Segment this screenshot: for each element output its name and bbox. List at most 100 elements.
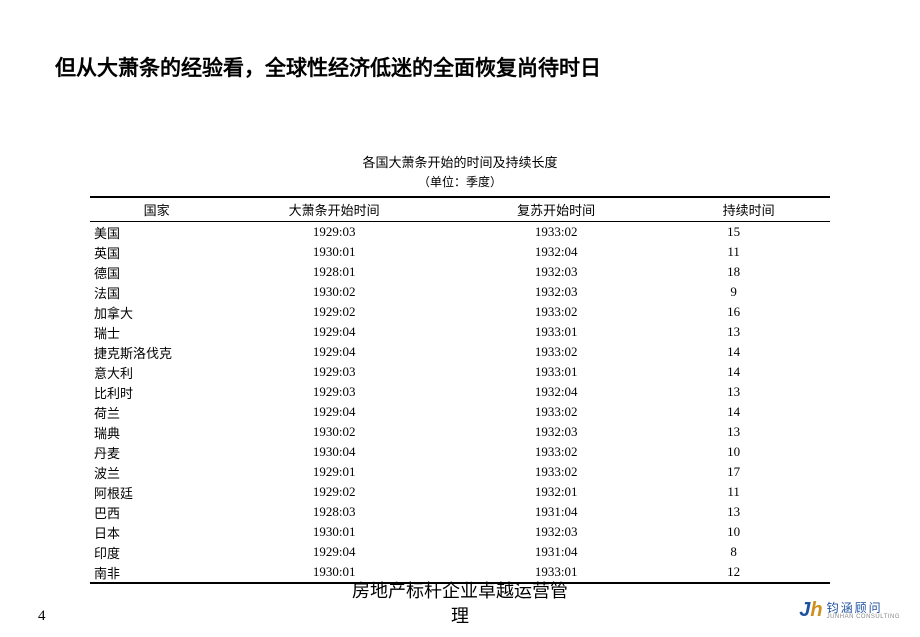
cell-country: 瑞士: [90, 322, 223, 342]
cell-country: 阿根廷: [90, 482, 223, 502]
cell-country: 加拿大: [90, 302, 223, 322]
cell-start: 1930:01: [223, 522, 445, 542]
table-row: 日本1930:011932:0310: [90, 522, 830, 542]
depression-table: 国家 大萧条开始时间 复苏开始时间 持续时间 美国1929:031933:021…: [90, 196, 830, 584]
cell-start: 1929:03: [223, 222, 445, 243]
cell-country: 巴西: [90, 502, 223, 522]
cell-recover: 1933:02: [445, 442, 667, 462]
cell-recover: 1932:04: [445, 242, 667, 262]
cell-start: 1929:04: [223, 542, 445, 562]
table-row: 巴西1928:031931:0413: [90, 502, 830, 522]
cell-country: 美国: [90, 222, 223, 243]
cell-recover: 1932:03: [445, 262, 667, 282]
cell-country: 印度: [90, 542, 223, 562]
cell-duration: 14: [667, 362, 830, 382]
table-row: 印度1929:041931:048: [90, 542, 830, 562]
cell-duration: 13: [667, 322, 830, 342]
company-logo: Jh 钧涵顾问 JUNHAN CONSULTING: [799, 599, 900, 622]
depression-table-container: 各国大萧条开始的时间及持续长度 （单位：季度） 国家 大萧条开始时间 复苏开始时…: [90, 152, 830, 584]
cell-recover: 1931:04: [445, 542, 667, 562]
table-row: 捷克斯洛伐克1929:041933:0214: [90, 342, 830, 362]
logo-mark: Jh: [799, 599, 822, 622]
cell-duration: 13: [667, 422, 830, 442]
cell-country: 意大利: [90, 362, 223, 382]
cell-start: 1928:01: [223, 262, 445, 282]
cell-recover: 1932:03: [445, 522, 667, 542]
table-header-row: 国家 大萧条开始时间 复苏开始时间 持续时间: [90, 197, 830, 222]
table-row: 英国1930:011932:0411: [90, 242, 830, 262]
logo-h: h: [810, 599, 822, 621]
cell-duration: 15: [667, 222, 830, 243]
cell-country: 比利时: [90, 382, 223, 402]
table-row: 加拿大1929:021933:0216: [90, 302, 830, 322]
cell-duration: 9: [667, 282, 830, 302]
footer-title: 房地产标杆企业卓越运营管 理: [0, 579, 920, 629]
cell-start: 1930:02: [223, 422, 445, 442]
cell-duration: 11: [667, 482, 830, 502]
cell-duration: 14: [667, 402, 830, 422]
cell-start: 1930:04: [223, 442, 445, 462]
cell-recover: 1933:02: [445, 342, 667, 362]
cell-start: 1929:02: [223, 302, 445, 322]
cell-country: 日本: [90, 522, 223, 542]
cell-recover: 1932:01: [445, 482, 667, 502]
cell-start: 1929:03: [223, 382, 445, 402]
table-row: 比利时1929:031932:0413: [90, 382, 830, 402]
cell-start: 1929:04: [223, 342, 445, 362]
cell-start: 1929:02: [223, 482, 445, 502]
cell-duration: 11: [667, 242, 830, 262]
table-body: 美国1929:031933:0215英国1930:011932:0411德国19…: [90, 222, 830, 584]
cell-duration: 16: [667, 302, 830, 322]
table-title: 各国大萧条开始的时间及持续长度: [90, 152, 830, 171]
cell-recover: 1933:02: [445, 402, 667, 422]
cell-country: 法国: [90, 282, 223, 302]
table-row: 波兰1929:011933:0217: [90, 462, 830, 482]
footer-line1: 房地产标杆企业卓越运营管: [352, 581, 568, 601]
slide-title: 但从大萧条的经验看，全球性经济低迷的全面恢复尚待时日: [55, 52, 601, 82]
col-recover: 复苏开始时间: [445, 197, 667, 222]
cell-recover: 1933:02: [445, 462, 667, 482]
table-row: 丹麦1930:041933:0210: [90, 442, 830, 462]
table-unit: （单位：季度）: [90, 173, 830, 190]
cell-recover: 1933:02: [445, 302, 667, 322]
cell-start: 1930:02: [223, 282, 445, 302]
logo-j: J: [799, 599, 810, 621]
cell-country: 波兰: [90, 462, 223, 482]
col-country: 国家: [90, 197, 223, 222]
cell-duration: 18: [667, 262, 830, 282]
logo-text: 钧涵顾问 JUNHAN CONSULTING: [827, 602, 900, 620]
cell-start: 1929:04: [223, 322, 445, 342]
cell-country: 荷兰: [90, 402, 223, 422]
cell-country: 英国: [90, 242, 223, 262]
table-row: 美国1929:031933:0215: [90, 222, 830, 243]
cell-start: 1929:04: [223, 402, 445, 422]
cell-start: 1928:03: [223, 502, 445, 522]
table-row: 阿根廷1929:021932:0111: [90, 482, 830, 502]
table-row: 德国1928:011932:0318: [90, 262, 830, 282]
cell-country: 丹麦: [90, 442, 223, 462]
cell-start: 1929:01: [223, 462, 445, 482]
cell-recover: 1932:03: [445, 422, 667, 442]
logo-cn: 钧涵顾问: [827, 602, 900, 614]
cell-duration: 17: [667, 462, 830, 482]
cell-duration: 13: [667, 502, 830, 522]
table-row: 法国1930:021932:039: [90, 282, 830, 302]
cell-recover: 1933:01: [445, 362, 667, 382]
cell-country: 瑞典: [90, 422, 223, 442]
logo-en: JUNHAN CONSULTING: [827, 614, 900, 620]
col-duration: 持续时间: [667, 197, 830, 222]
cell-duration: 13: [667, 382, 830, 402]
page-number: 4: [38, 608, 46, 625]
footer-line2: 理: [451, 606, 469, 626]
col-start: 大萧条开始时间: [223, 197, 445, 222]
table-row: 意大利1929:031933:0114: [90, 362, 830, 382]
cell-duration: 10: [667, 522, 830, 542]
cell-duration: 8: [667, 542, 830, 562]
cell-start: 1929:03: [223, 362, 445, 382]
cell-duration: 10: [667, 442, 830, 462]
cell-country: 德国: [90, 262, 223, 282]
cell-recover: 1933:01: [445, 322, 667, 342]
cell-recover: 1931:04: [445, 502, 667, 522]
table-row: 荷兰1929:041933:0214: [90, 402, 830, 422]
cell-recover: 1933:02: [445, 222, 667, 243]
